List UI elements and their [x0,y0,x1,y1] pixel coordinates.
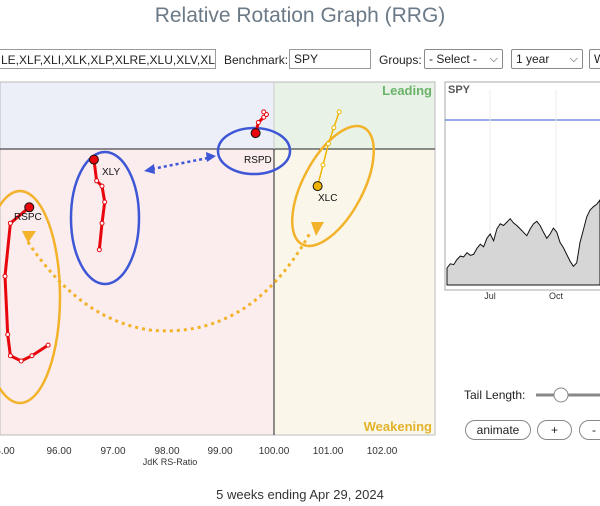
groups-select-value: - Select - [429,52,478,66]
zoom-out-button[interactable]: - [579,420,600,440]
series-tail-point [7,220,13,226]
x-tick: 97.00 [100,446,125,457]
rspc-highlight-ellipse [0,189,62,405]
series-label-xly: XLY [102,167,120,178]
period-select[interactable]: 1 year ⌵ [511,49,583,69]
series-tail-point [96,247,102,253]
x-tick: 96.00 [46,446,71,457]
frequency-select[interactable]: W [589,49,600,69]
series-tail-point [261,109,267,115]
mini-x-tick: Oct [549,291,564,301]
chart-frame [0,81,436,436]
leading-quadrant [274,82,435,149]
series-tail-point [29,353,35,359]
mini-chart-ticker: SPY [448,84,471,96]
series-label-rspc: RSPC [14,212,42,223]
series-head-point[interactable] [24,202,35,213]
series-label-xlc: XLC [318,193,337,204]
series-tail-point [336,109,342,115]
series-tail-point [255,120,261,125]
toolbar: LE,XLF,XLI,XLK,XLP,XLRE,XLU,XLV,XL Bench… [0,49,600,71]
benchmark-label: Benchmark: [224,53,289,67]
mini-x-tick: Jul [484,291,496,301]
series-tail-xly [92,159,107,250]
rspd-highlight-ellipse [216,126,292,176]
series-tail-point [102,199,108,205]
leading-label: Leading [382,83,432,98]
series-tail-point [325,141,331,147]
date-footer: 5 weeks ending Apr 29, 2024 [216,487,384,502]
x-tick: 101.00 [313,446,344,457]
xlc-highlight-ellipse [290,124,376,248]
series-tail-point [94,178,100,184]
frequency-select-value: W [594,52,600,66]
x-tick: 98.00 [154,446,179,457]
x-tick: 100.00 [259,446,290,457]
weakening-quadrant [274,149,435,435]
rrg-panel: Leading Weakening RSPC XLY RSPD XLC 5.00… [0,81,600,467]
xlc-to-rspc-arrow [26,232,312,333]
series-tail-point [45,342,51,348]
series-tail-point [2,273,8,279]
x-tick: 99.00 [207,446,232,457]
x-axis-title: JdK RS-Ratio [143,457,198,467]
series-tail-point [18,358,24,364]
series-layer [2,109,342,364]
chevron-down-icon: ⌵ [489,53,498,65]
tail-length-label: Tail Length: [464,388,526,402]
improving-quadrant [0,82,274,149]
series-head-point[interactable] [312,181,323,192]
period-select-value: 1 year [516,52,550,66]
zoom-in-button[interactable]: + [537,420,572,440]
tail-length-slider-handle[interactable] [553,387,569,403]
series-tail-point [99,220,105,226]
series-tail-point [320,162,326,168]
page-title: Relative Rotation Graph (RRG) [154,4,446,27]
x-tick: 5.00 [0,446,15,457]
arrow-head-icon [206,152,216,162]
x-tick: 102.00 [367,446,398,457]
series-tail-point [5,332,11,337]
series-head-point[interactable] [88,154,99,165]
weakening-label: Weakening [364,419,432,434]
mini-chart-area [446,199,600,286]
series-tail-point [331,125,337,131]
series-label-rspd: RSPD [244,155,272,166]
groups-label: Groups: [379,53,422,67]
xly-highlight-ellipse [69,150,141,286]
series-tail-point [7,353,13,359]
animate-button[interactable]: animate [465,420,531,440]
symbols-input[interactable]: LE,XLF,XLI,XLK,XLP,XLRE,XLU,XLV,XL [0,49,216,69]
arrow-head-icon [311,222,324,236]
chevron-down-icon: ⌵ [569,53,578,65]
series-head-point[interactable] [250,128,261,139]
series-tail-point [99,183,105,189]
groups-select[interactable]: - Select - ⌵ [424,49,503,69]
arrow-head-icon [22,231,36,243]
arrow-head-icon [144,164,155,174]
benchmark-input[interactable]: SPY [289,49,371,69]
